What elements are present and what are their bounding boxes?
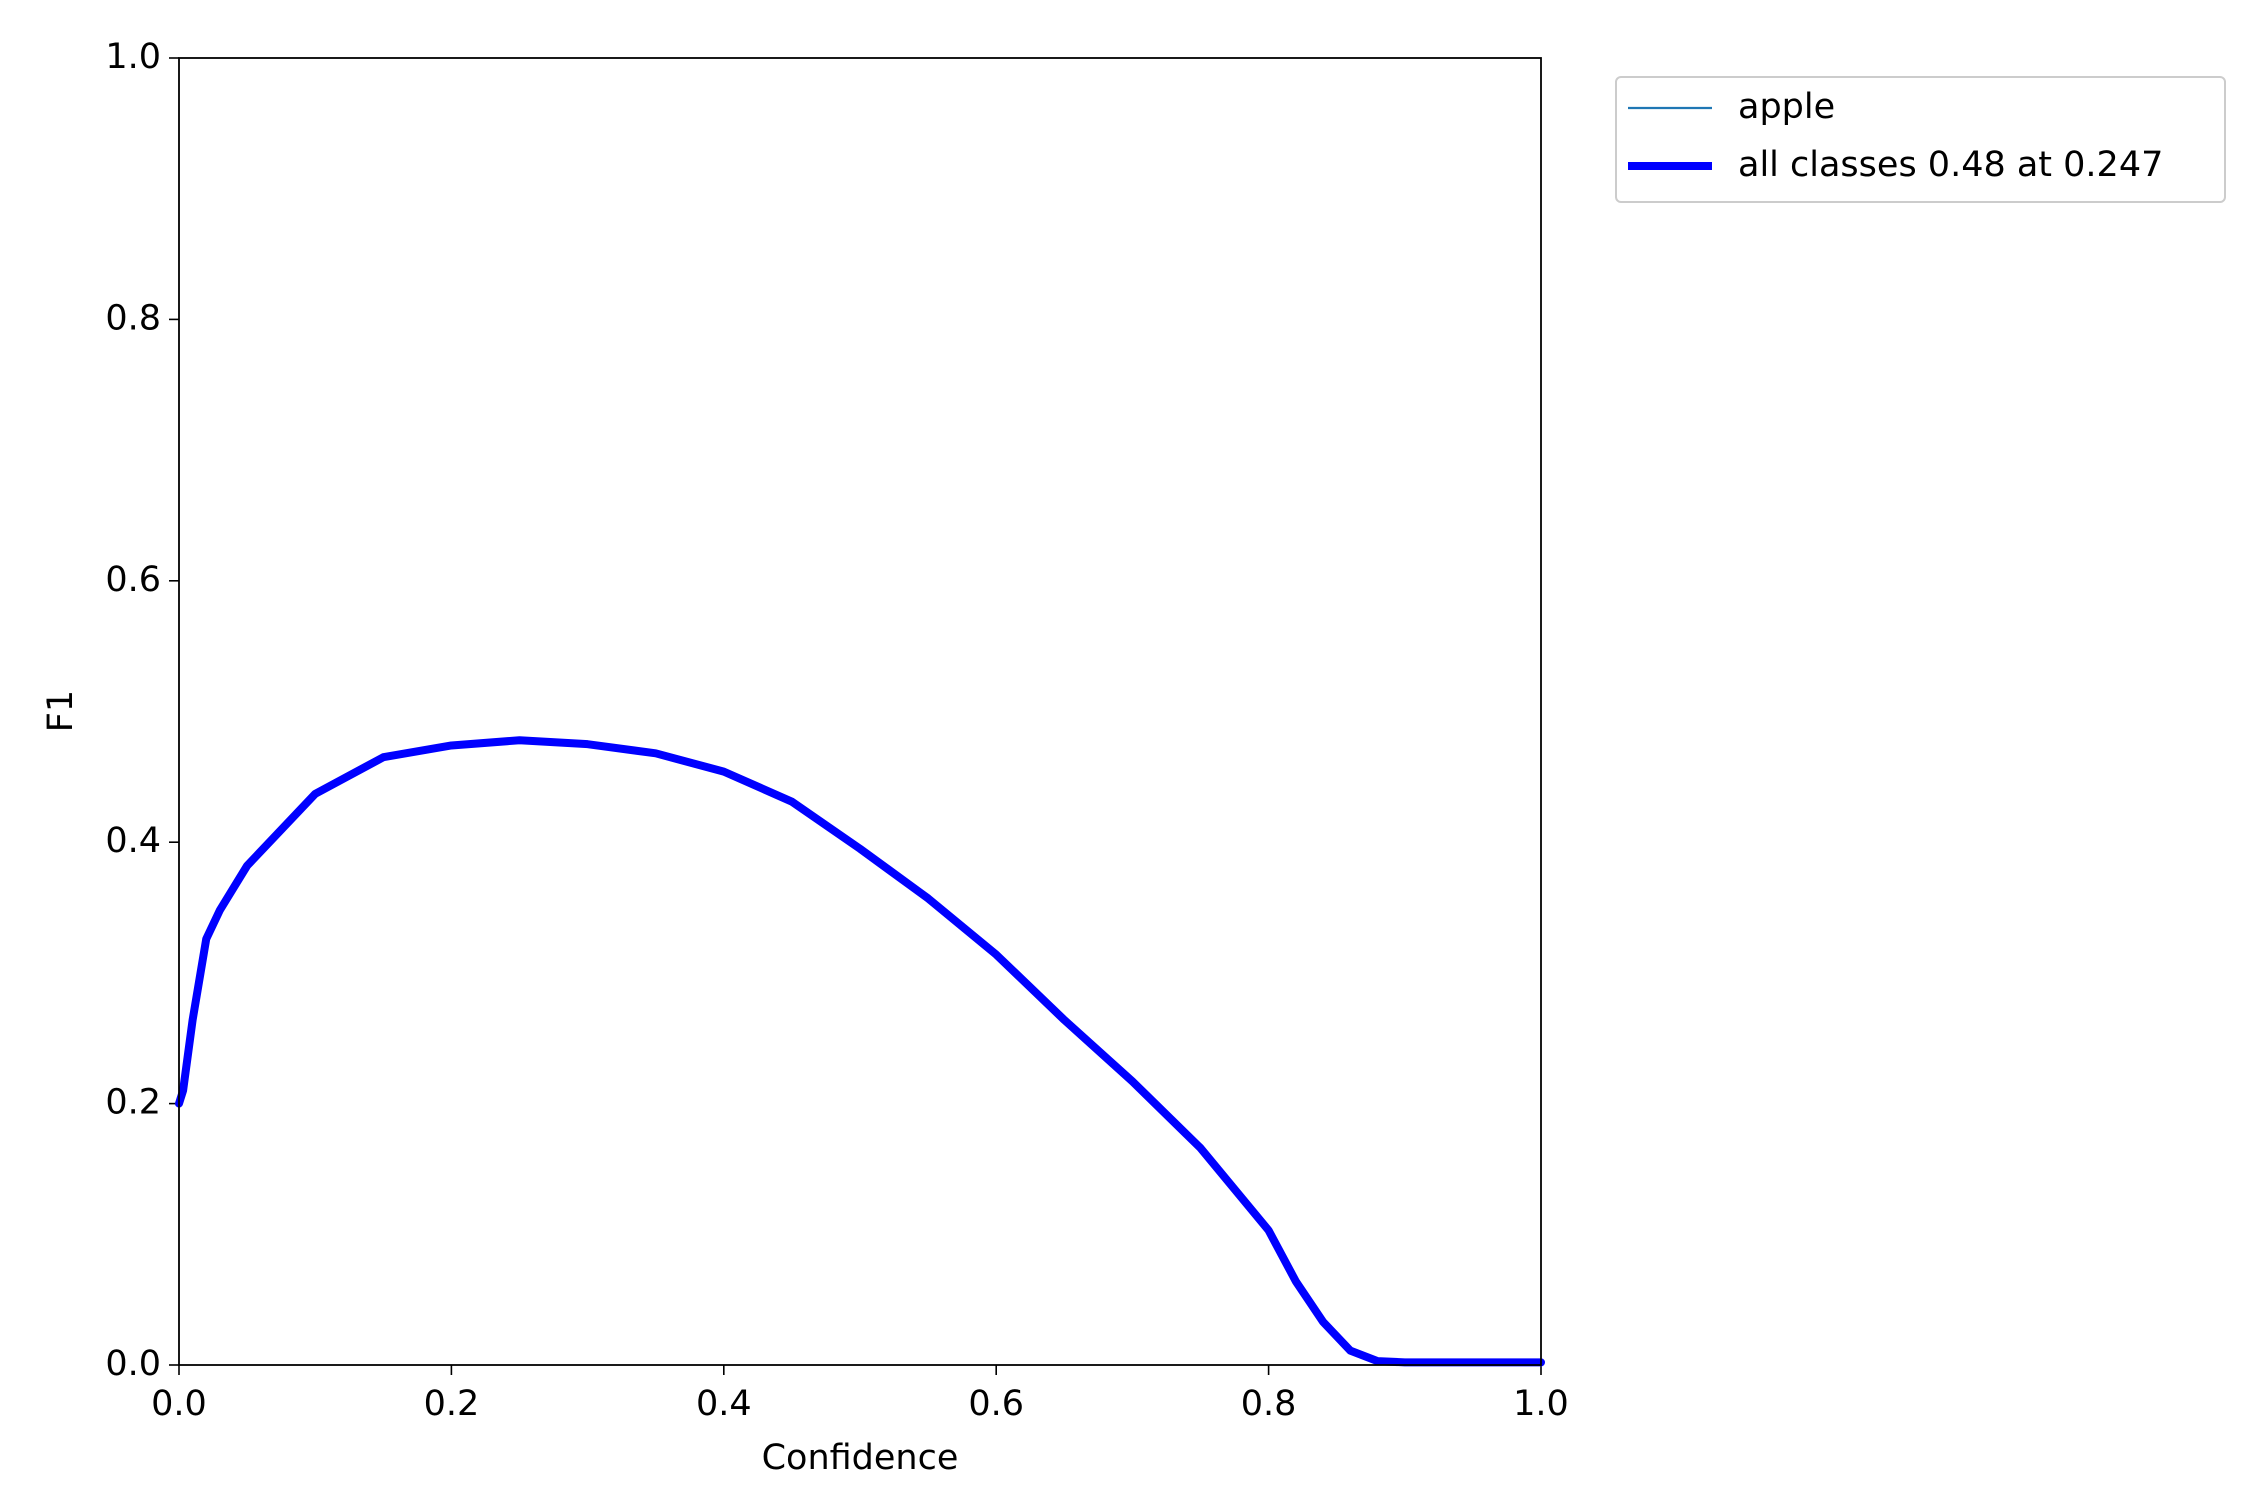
- y-tick-label: 1.0: [105, 37, 161, 77]
- legend-box: [1615, 76, 2226, 203]
- y-axis-label: F1: [41, 690, 81, 732]
- x-axis-label: Confidence: [762, 1438, 959, 1478]
- x-tick-label: 0.4: [696, 1384, 752, 1424]
- x-tick-label: 0.8: [1241, 1384, 1297, 1424]
- x-tick-label: 1.0: [1513, 1384, 1569, 1424]
- x-tick-label: 0.0: [151, 1384, 207, 1424]
- y-tick-label: 0.6: [105, 560, 161, 600]
- y-tick-label: 0.2: [105, 1083, 161, 1123]
- y-tick-label: 0.4: [105, 821, 161, 861]
- x-tick-label: 0.6: [968, 1384, 1024, 1424]
- y-tick-label: 0.0: [105, 1344, 161, 1384]
- y-tick-label: 0.8: [105, 298, 161, 338]
- legend-label: all classes 0.48 at 0.247: [1738, 145, 2163, 185]
- plot-frame: [178, 57, 1542, 1366]
- line: [175, 736, 1545, 1367]
- legend-label: apple: [1738, 87, 1835, 127]
- x-tick-label: 0.2: [424, 1384, 480, 1424]
